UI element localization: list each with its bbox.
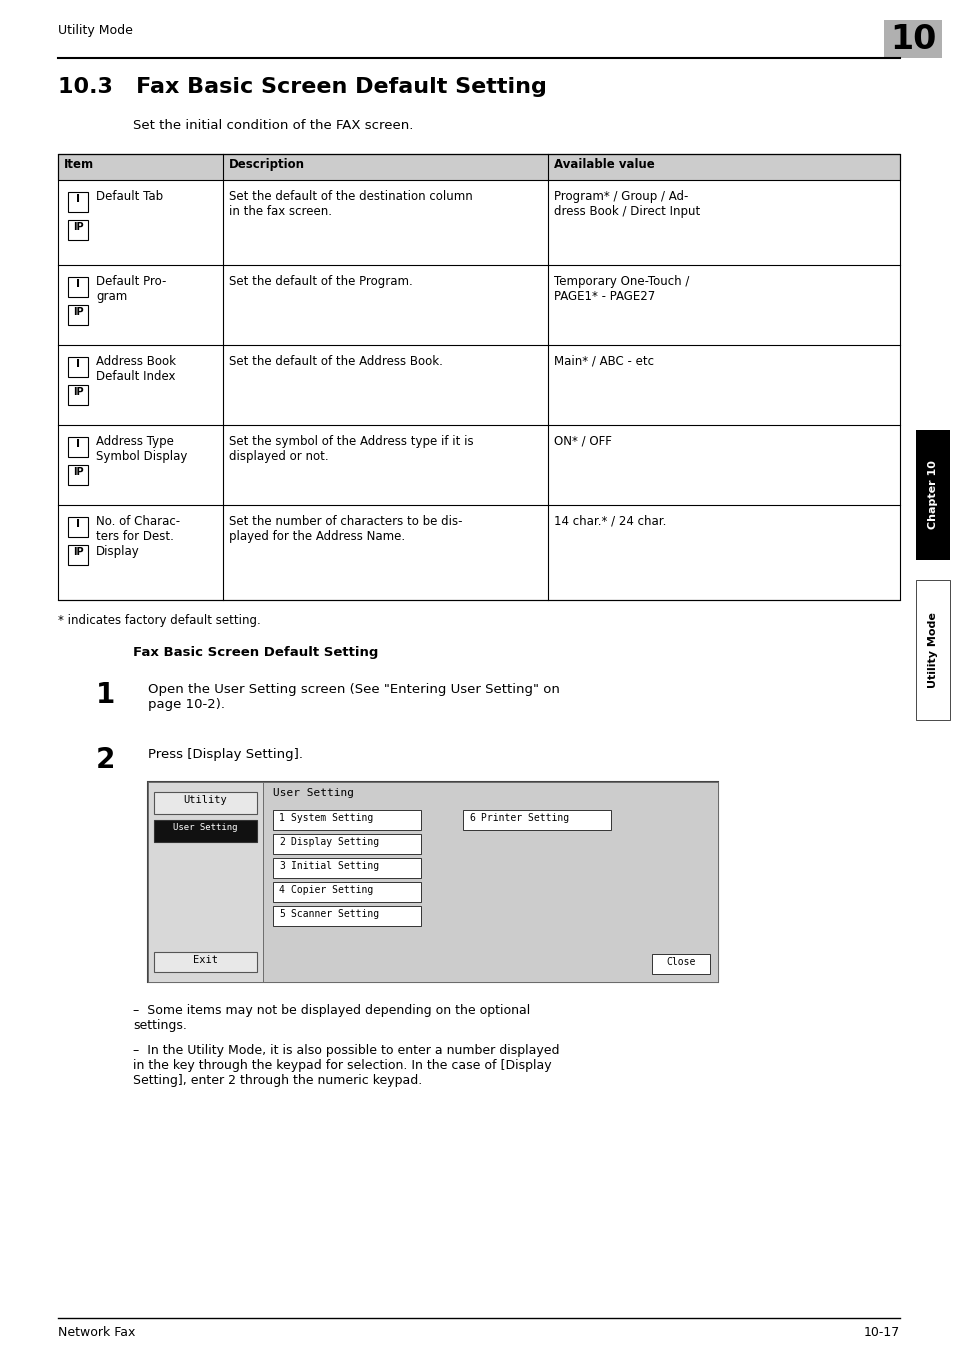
Text: Available value: Available value: [554, 158, 654, 170]
Text: Default Tab: Default Tab: [96, 191, 163, 203]
Text: Set the number of characters to be dis-
played for the Address Name.: Set the number of characters to be dis- …: [229, 515, 462, 544]
Bar: [263, 781, 718, 982]
Text: Item: Item: [64, 158, 94, 170]
Text: Utility Mode: Utility Mode: [927, 612, 937, 688]
Text: Press [Display Setting].: Press [Display Setting].: [148, 748, 303, 761]
Bar: [68, 516, 88, 537]
Bar: [915, 580, 949, 721]
Text: Scanner Setting: Scanner Setting: [291, 909, 378, 919]
Text: 6: 6: [469, 813, 475, 823]
Bar: [273, 810, 420, 830]
Text: ON* / OFF: ON* / OFF: [554, 435, 611, 448]
Text: Set the default of the Address Book.: Set the default of the Address Book.: [229, 356, 442, 368]
Text: Default Pro-
gram: Default Pro- gram: [96, 274, 166, 303]
Text: Display Setting: Display Setting: [291, 837, 378, 846]
Text: 5: 5: [278, 909, 285, 919]
Text: I: I: [76, 519, 80, 529]
Text: I: I: [76, 193, 80, 204]
Text: 1: 1: [96, 681, 115, 708]
Text: 4: 4: [278, 886, 285, 895]
Text: Fax Basic Screen Default Setting: Fax Basic Screen Default Setting: [132, 646, 378, 658]
Text: Utility: Utility: [183, 795, 227, 804]
Text: I: I: [76, 439, 80, 449]
Bar: [68, 277, 88, 297]
Bar: [148, 781, 263, 982]
Bar: [68, 357, 88, 377]
Bar: [58, 154, 899, 180]
Bar: [153, 821, 256, 842]
Text: No. of Charac-
ters for Dest.
Display: No. of Charac- ters for Dest. Display: [96, 515, 180, 558]
Text: Address Book
Default Index: Address Book Default Index: [96, 356, 175, 383]
Text: IP: IP: [72, 387, 83, 397]
Text: Initial Setting: Initial Setting: [291, 861, 378, 871]
Bar: [68, 545, 88, 565]
Text: Open the User Setting screen (See "Entering User Setting" on
page 10-2).: Open the User Setting screen (See "Enter…: [148, 683, 559, 711]
Bar: [273, 859, 420, 877]
Text: –  In the Utility Mode, it is also possible to enter a number displayed
in the k: – In the Utility Mode, it is also possib…: [132, 1044, 558, 1087]
Bar: [68, 306, 88, 324]
Bar: [273, 834, 420, 854]
Bar: [148, 781, 718, 982]
Text: Description: Description: [229, 158, 305, 170]
Text: IP: IP: [72, 548, 83, 557]
Text: Set the initial condition of the FAX screen.: Set the initial condition of the FAX scr…: [132, 119, 413, 132]
Text: I: I: [76, 360, 80, 369]
Text: IP: IP: [72, 307, 83, 316]
Text: System Setting: System Setting: [291, 813, 373, 823]
Bar: [883, 20, 941, 58]
Text: Close: Close: [665, 957, 695, 967]
Bar: [153, 952, 256, 972]
Bar: [68, 465, 88, 485]
Text: Printer Setting: Printer Setting: [480, 813, 569, 823]
Text: Set the symbol of the Address type if it is
displayed or not.: Set the symbol of the Address type if it…: [229, 435, 473, 462]
Text: Utility Mode: Utility Mode: [58, 24, 132, 37]
Bar: [58, 154, 899, 600]
Text: Main* / ABC - etc: Main* / ABC - etc: [554, 356, 654, 368]
Bar: [273, 882, 420, 902]
Text: 2: 2: [278, 837, 285, 846]
Text: Set the default of the Program.: Set the default of the Program.: [229, 274, 413, 288]
Text: Temporary One-Touch /
PAGE1* - PAGE27: Temporary One-Touch / PAGE1* - PAGE27: [554, 274, 689, 303]
Text: 1: 1: [278, 813, 285, 823]
Text: Address Type
Symbol Display: Address Type Symbol Display: [96, 435, 187, 462]
Text: User Setting: User Setting: [173, 823, 237, 831]
Text: IP: IP: [72, 466, 83, 477]
Text: Copier Setting: Copier Setting: [291, 886, 373, 895]
Text: I: I: [76, 279, 80, 289]
Text: –  Some items may not be displayed depending on the optional
settings.: – Some items may not be displayed depend…: [132, 1005, 530, 1032]
Text: 10: 10: [889, 23, 935, 55]
Text: Exit: Exit: [193, 955, 218, 965]
Text: 2: 2: [96, 746, 115, 773]
Text: Program* / Group / Ad-
dress Book / Direct Input: Program* / Group / Ad- dress Book / Dire…: [554, 191, 700, 218]
Text: IP: IP: [72, 222, 83, 233]
Bar: [68, 220, 88, 241]
Bar: [68, 385, 88, 406]
Text: 14 char.* / 24 char.: 14 char.* / 24 char.: [554, 515, 666, 529]
Text: 3: 3: [278, 861, 285, 871]
Text: * indicates factory default setting.: * indicates factory default setting.: [58, 614, 260, 627]
Bar: [68, 437, 88, 457]
Bar: [68, 192, 88, 212]
Bar: [915, 430, 949, 560]
Text: User Setting: User Setting: [273, 788, 354, 798]
Text: 10-17: 10-17: [862, 1326, 899, 1338]
Bar: [273, 906, 420, 926]
Text: Set the default of the destination column
in the fax screen.: Set the default of the destination colum…: [229, 191, 473, 218]
Bar: [153, 792, 256, 814]
Text: 10.3   Fax Basic Screen Default Setting: 10.3 Fax Basic Screen Default Setting: [58, 77, 546, 97]
Bar: [462, 810, 610, 830]
Bar: [651, 955, 709, 973]
Text: Network Fax: Network Fax: [58, 1326, 135, 1338]
Text: Chapter 10: Chapter 10: [927, 461, 937, 530]
